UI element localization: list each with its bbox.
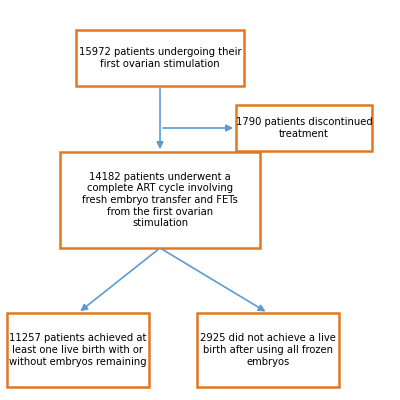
Bar (197, 313, 339, 387)
Bar (236, 105, 372, 151)
Text: 15972 patients undergoing their
first ovarian stimulation: 15972 patients undergoing their first ov… (79, 47, 241, 69)
Text: 1790 patients discontinued
treatment: 1790 patients discontinued treatment (236, 117, 372, 139)
Text: 2925 did not achieve a live
birth after using all frozen
embryos: 2925 did not achieve a live birth after … (200, 334, 336, 366)
Text: 14182 patients underwent a
complete ART cycle involving
fresh embryo transfer an: 14182 patients underwent a complete ART … (82, 172, 238, 228)
Bar (7, 313, 149, 387)
Text: 11257 patients achieved at
least one live birth with or
without embryos remainin: 11257 patients achieved at least one liv… (9, 334, 147, 366)
Bar (60, 152, 260, 248)
Bar (76, 30, 244, 86)
